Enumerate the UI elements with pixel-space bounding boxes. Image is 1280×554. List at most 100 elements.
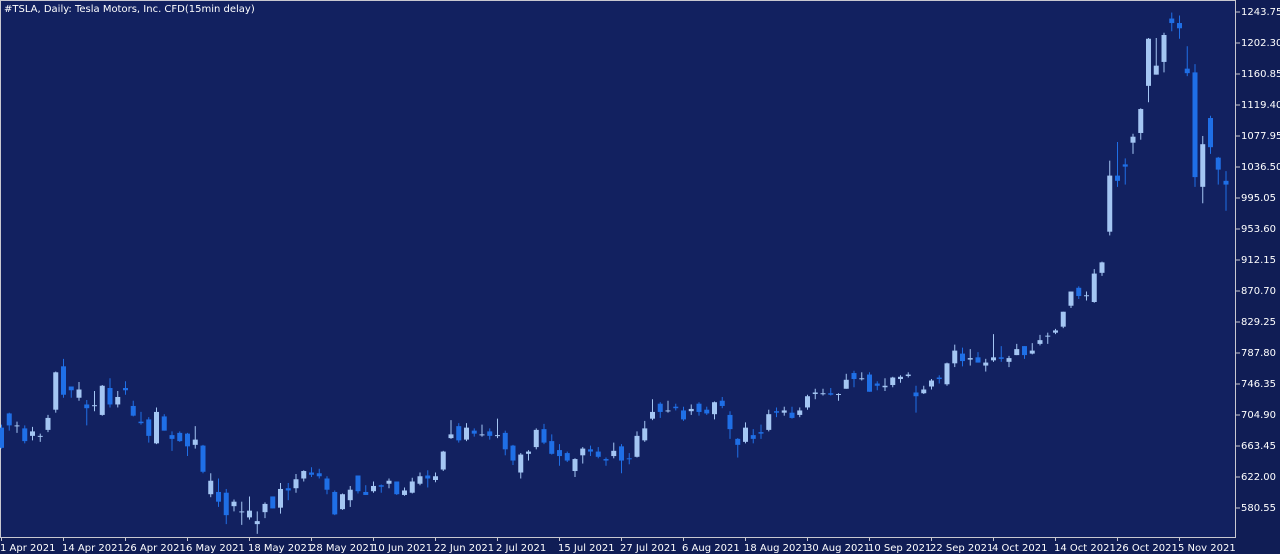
candle-body bbox=[634, 435, 640, 457]
candle-body bbox=[115, 396, 121, 405]
candle-body bbox=[1192, 72, 1198, 178]
candle-body bbox=[502, 432, 508, 450]
candle-body bbox=[696, 403, 702, 412]
candle-body bbox=[1215, 157, 1221, 170]
x-tick-label: 6 May 2021 bbox=[186, 543, 245, 554]
candle-body bbox=[402, 490, 407, 495]
candle-body bbox=[417, 476, 423, 484]
candle-body bbox=[14, 425, 20, 427]
x-tick-label: 27 Jul 2021 bbox=[620, 543, 677, 554]
y-tick-label: 746.35 bbox=[1241, 379, 1276, 390]
candle-body bbox=[929, 380, 934, 387]
candle-body bbox=[890, 377, 896, 386]
candle-body bbox=[1177, 23, 1182, 29]
x-tick-label: 14 Apr 2021 bbox=[62, 543, 124, 554]
candle-body bbox=[967, 358, 973, 360]
candle-body bbox=[487, 431, 493, 436]
y-tick-label: 787.80 bbox=[1241, 348, 1276, 359]
x-tick-label: 18 Aug 2021 bbox=[744, 543, 808, 554]
candle-body bbox=[1184, 68, 1190, 74]
candle-body bbox=[301, 471, 307, 479]
candle-body bbox=[76, 389, 82, 398]
x-tick-label: 18 May 2021 bbox=[248, 543, 313, 554]
candle-body bbox=[603, 459, 609, 461]
candle-body bbox=[247, 510, 252, 518]
candle-body bbox=[254, 521, 260, 525]
candle-body bbox=[1014, 349, 1020, 356]
y-tick-label: 663.45 bbox=[1241, 441, 1276, 452]
candle-body bbox=[37, 435, 43, 437]
candle-body bbox=[898, 376, 903, 380]
y-tick-label: 1202.30 bbox=[1241, 38, 1280, 49]
candle-body bbox=[867, 374, 872, 392]
y-tick-label: 995.05 bbox=[1241, 193, 1276, 204]
y-tick-label: 1160.85 bbox=[1241, 69, 1280, 80]
candle-body bbox=[998, 357, 1004, 359]
candle-body bbox=[440, 451, 446, 470]
candle-body bbox=[479, 434, 485, 436]
candle-body bbox=[533, 429, 539, 448]
y-tick-label: 580.55 bbox=[1241, 503, 1276, 514]
candle-body bbox=[712, 402, 717, 415]
candle-body bbox=[1146, 38, 1151, 86]
candle-body bbox=[309, 472, 314, 475]
candle-body bbox=[797, 410, 803, 415]
candle-body bbox=[1099, 262, 1105, 273]
candle-body bbox=[1053, 330, 1058, 333]
candle-body bbox=[688, 408, 694, 412]
candle-body bbox=[471, 430, 477, 434]
candle-body bbox=[991, 357, 996, 361]
candle-body bbox=[828, 393, 834, 395]
candle-body bbox=[572, 459, 578, 472]
y-tick-label: 1036.50 bbox=[1241, 162, 1280, 173]
candle-body bbox=[921, 389, 927, 394]
candle-body bbox=[975, 357, 981, 363]
y-tick-label: 704.90 bbox=[1241, 410, 1276, 421]
candle-body bbox=[1122, 164, 1128, 167]
candle-body bbox=[549, 441, 555, 454]
candle-body bbox=[61, 366, 66, 395]
candle-body bbox=[332, 491, 338, 515]
candle-body bbox=[270, 496, 276, 509]
candle-body bbox=[239, 511, 245, 513]
candle-body bbox=[1029, 350, 1035, 354]
candle-body bbox=[347, 489, 353, 501]
chart-title: #TSLA, Daily: Tesla Motors, Inc. CFD(15m… bbox=[4, 4, 255, 15]
candle-body bbox=[781, 410, 787, 413]
candle-body bbox=[130, 405, 136, 416]
candle-body bbox=[169, 435, 175, 439]
candle-body bbox=[464, 427, 469, 440]
candle-body bbox=[99, 385, 105, 415]
candle-body bbox=[580, 448, 586, 456]
x-tick-label: 22 Jun 2021 bbox=[434, 543, 494, 554]
candle-body bbox=[836, 393, 841, 395]
candle-body bbox=[936, 377, 942, 380]
candle-body bbox=[681, 410, 686, 420]
candle-body bbox=[371, 485, 376, 492]
candle-body bbox=[1022, 346, 1027, 356]
candle-body bbox=[53, 372, 59, 410]
candle-body bbox=[68, 386, 74, 391]
candle-body bbox=[340, 494, 345, 510]
candle-body bbox=[433, 476, 438, 480]
x-tick-label: 2 Jul 2021 bbox=[496, 543, 546, 554]
candle-body bbox=[278, 488, 283, 508]
candle-body bbox=[905, 374, 911, 377]
x-tick-label: 28 May 2021 bbox=[310, 543, 375, 554]
candle-body bbox=[123, 388, 128, 391]
candle-body bbox=[216, 491, 221, 502]
candle-body bbox=[704, 409, 710, 414]
candle-body bbox=[138, 421, 144, 424]
candle-body bbox=[1208, 118, 1213, 148]
candle-body bbox=[805, 396, 810, 408]
candle-body bbox=[1130, 136, 1136, 143]
candle-body bbox=[448, 434, 454, 439]
candle-body bbox=[882, 385, 888, 388]
candle-body bbox=[84, 404, 90, 409]
candle-body bbox=[92, 405, 97, 407]
candle-body bbox=[363, 491, 369, 495]
candle-body bbox=[1200, 144, 1206, 187]
candle-body bbox=[223, 492, 229, 516]
candle-body bbox=[960, 353, 965, 362]
x-tick-label: 1 Apr 2021 bbox=[0, 543, 55, 554]
